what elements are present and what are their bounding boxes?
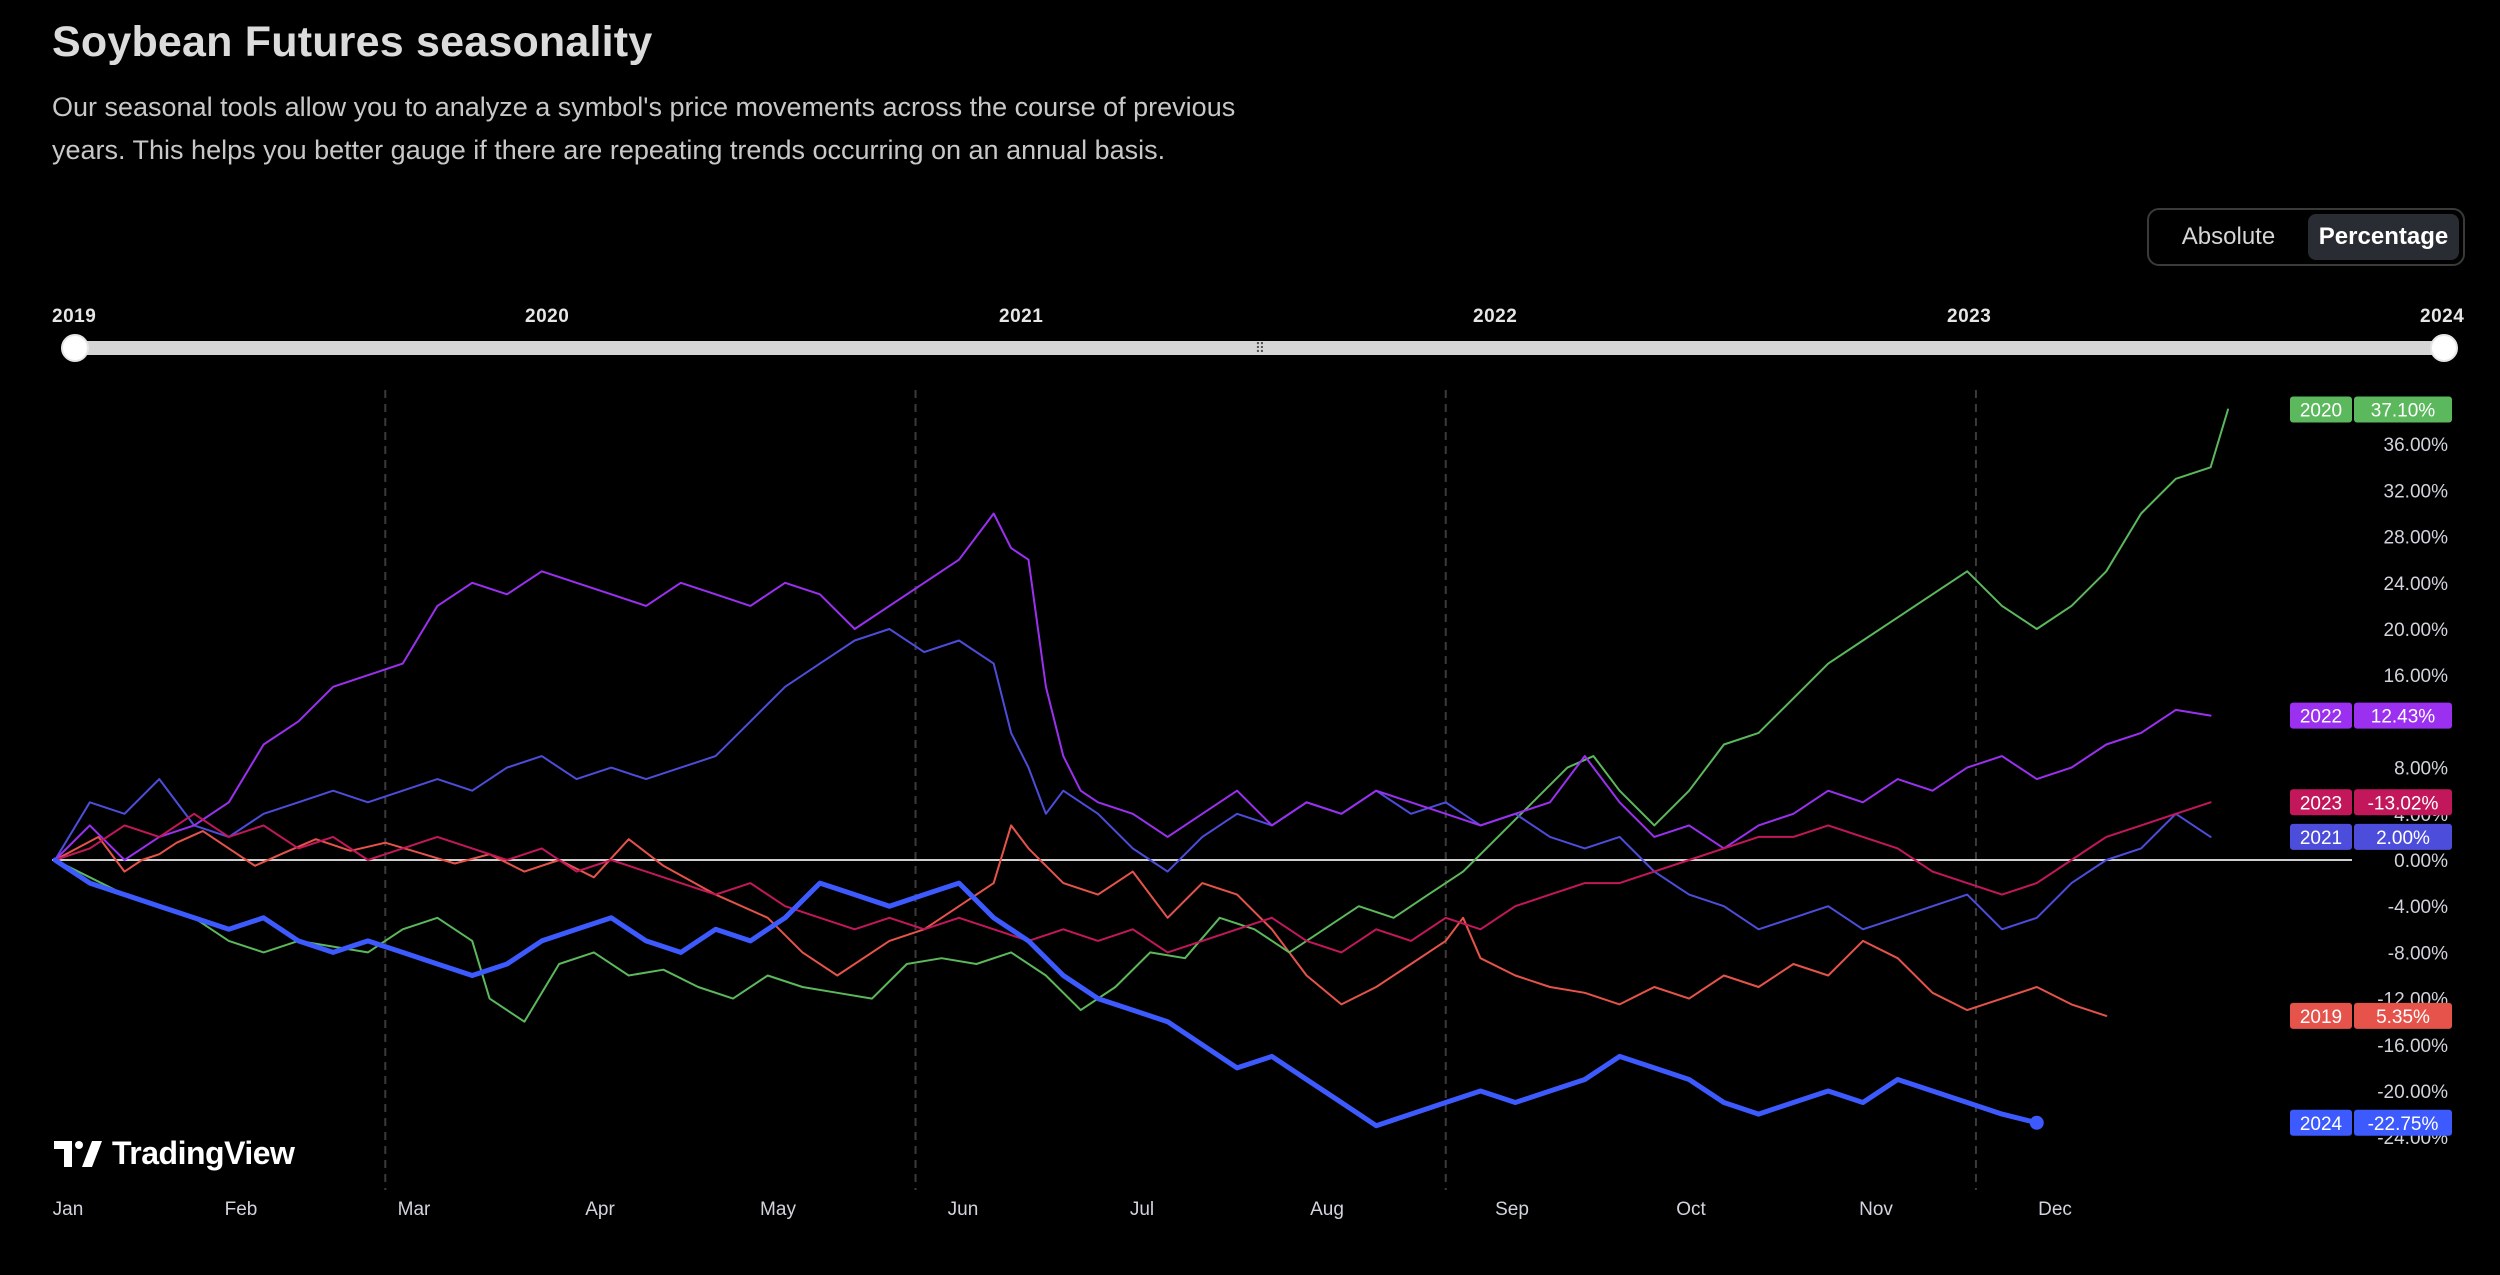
year-range-track[interactable] bbox=[74, 341, 2444, 355]
series-line-2019 bbox=[54, 824, 2108, 1017]
series-value-label: 12.43% bbox=[2371, 707, 2436, 728]
y-tick-label: -8.00% bbox=[2388, 943, 2448, 964]
percentage-button[interactable]: Percentage bbox=[2308, 214, 2459, 260]
x-tick-label: Nov bbox=[1859, 1199, 1893, 1220]
series-value-badge bbox=[2354, 789, 2452, 816]
seasonality-chart: 36.00% 32.00% 28.00% 24.00% 20.00% 16.00% 8.00… bbox=[52, 390, 2452, 1220]
tradingview-logo: TradingView bbox=[54, 1135, 295, 1172]
series-line-2023 bbox=[54, 801, 2212, 954]
range-drag-grip-icon[interactable]: ⠿ bbox=[1254, 340, 1266, 356]
mode-toggle[interactable]: Absolute Percentage bbox=[2147, 208, 2465, 266]
series-year-label: 2023 bbox=[2300, 793, 2342, 814]
series-value-label: 2.00% bbox=[2376, 828, 2430, 849]
series-value-badge bbox=[2354, 1002, 2452, 1029]
series-year-badge bbox=[2290, 702, 2352, 729]
year-label: 2019 bbox=[52, 306, 97, 327]
x-tick-label: Mar bbox=[398, 1199, 431, 1220]
series-value-label: -13.02% bbox=[2368, 793, 2439, 814]
series-value-badge bbox=[2354, 702, 2452, 729]
range-start-handle[interactable] bbox=[61, 334, 89, 362]
y-tick-label: 20.00% bbox=[2384, 620, 2449, 641]
x-tick-label: Apr bbox=[585, 1199, 615, 1220]
series-line-2021 bbox=[54, 628, 2212, 931]
x-tick-label: Jan bbox=[53, 1199, 84, 1220]
year-label: 2021 bbox=[999, 306, 1044, 327]
series-year-badge bbox=[2290, 823, 2352, 850]
y-tick-label: -16.00% bbox=[2377, 1036, 2448, 1057]
year-label: 2022 bbox=[1473, 306, 1518, 327]
y-tick-label: 28.00% bbox=[2384, 528, 2449, 549]
series-year-badge bbox=[2290, 396, 2352, 423]
series-year-label: 2022 bbox=[2300, 707, 2342, 728]
tradingview-logo-text: TradingView bbox=[112, 1135, 295, 1171]
x-tick-label: Aug bbox=[1310, 1199, 1344, 1220]
x-tick-label: Oct bbox=[1676, 1199, 1706, 1220]
y-tick-label: 36.00% bbox=[2384, 435, 2449, 456]
y-tick-label: 16.00% bbox=[2384, 666, 2449, 687]
series-year-label: 2020 bbox=[2300, 401, 2342, 422]
page-title: Soybean Futures seasonality bbox=[52, 18, 653, 66]
year-label: 2020 bbox=[525, 306, 570, 327]
series-line-2020 bbox=[54, 408, 2229, 1023]
page-description: Our seasonal tools allow you to analyze … bbox=[52, 92, 1236, 165]
series-value-badge bbox=[2354, 823, 2452, 850]
y-tick-label: 8.00% bbox=[2394, 759, 2448, 780]
series-year-badge bbox=[2290, 1002, 2352, 1029]
series-value-label: 37.10% bbox=[2371, 401, 2436, 422]
series-year-badge bbox=[2290, 1109, 2352, 1136]
y-tick-label: 24.00% bbox=[2384, 574, 2449, 595]
year-range-labels: 2019 2020 2021 2022 2023 2024 bbox=[0, 306, 2500, 330]
series-year-label: 2021 bbox=[2300, 828, 2342, 849]
series-value-label: -22.75% bbox=[2368, 1114, 2439, 1135]
year-label: 2024 bbox=[2420, 306, 2465, 327]
series-year-label: 2019 bbox=[2300, 1007, 2342, 1028]
series-value-badge bbox=[2354, 396, 2452, 423]
series-line-2024 bbox=[52, 857, 2040, 1129]
x-tick-label: Dec bbox=[2038, 1199, 2072, 1220]
tradingview-logo-icon bbox=[54, 1140, 102, 1167]
series-value-label: 5.35% bbox=[2376, 1007, 2430, 1028]
x-tick-label: Jun bbox=[948, 1199, 979, 1220]
y-tick-label: 32.00% bbox=[2384, 481, 2449, 502]
series-year-badge bbox=[2290, 789, 2352, 816]
series-year-label: 2024 bbox=[2300, 1114, 2343, 1135]
series-endpoint-2024 bbox=[2029, 1115, 2044, 1130]
range-end-handle[interactable] bbox=[2430, 334, 2458, 362]
series-line-2022 bbox=[54, 512, 2212, 861]
x-tick-label: Sep bbox=[1495, 1199, 1529, 1220]
y-tick-label: -4.00% bbox=[2388, 897, 2448, 918]
y-tick-label: -20.00% bbox=[2377, 1082, 2448, 1103]
x-tick-label: May bbox=[760, 1199, 796, 1220]
absolute-button[interactable]: Absolute bbox=[2181, 223, 2276, 250]
y-tick-label: 0.00% bbox=[2394, 851, 2448, 872]
x-tick-label: Feb bbox=[225, 1199, 258, 1220]
series-value-badge bbox=[2354, 1109, 2452, 1136]
year-label: 2023 bbox=[1947, 306, 1992, 327]
x-tick-label: Jul bbox=[1130, 1199, 1154, 1220]
